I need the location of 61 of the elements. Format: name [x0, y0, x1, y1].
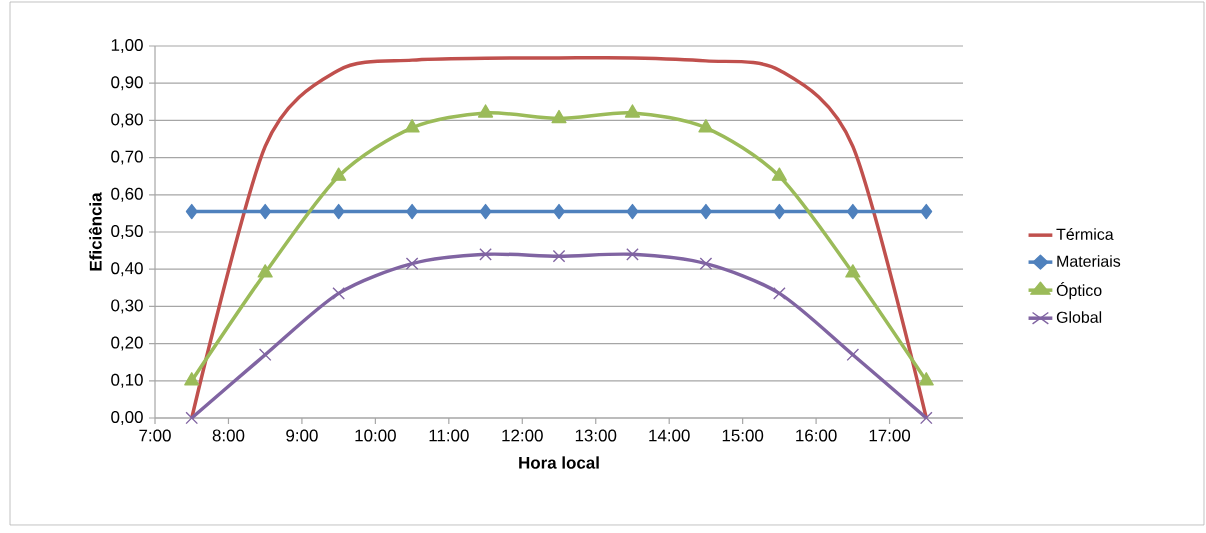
point: [332, 203, 345, 220]
point: [846, 203, 859, 220]
y-tick-label: 0,20: [111, 336, 143, 351]
point: [258, 348, 272, 362]
y-tick-label: 1,00: [111, 38, 143, 53]
point: [553, 203, 565, 220]
point: [918, 372, 934, 386]
point: [404, 119, 420, 133]
y-axis-title: Eficiência: [88, 192, 102, 271]
y-tick-label: 0,30: [111, 299, 143, 314]
point: [699, 203, 712, 220]
legend-label: Global: [1056, 311, 1102, 323]
legend-label: Térmica: [1056, 228, 1114, 240]
point: [551, 109, 567, 124]
x-tick-label: 13:00: [575, 429, 617, 442]
point: [405, 257, 419, 270]
point: [184, 372, 200, 386]
x-tick-label: 10:00: [355, 429, 396, 442]
x-axis-title: Hora local: [519, 456, 599, 469]
point: [332, 287, 345, 300]
x-tick-label: 9:00: [286, 429, 318, 442]
x-tick-label: 11:00: [429, 429, 469, 442]
point: [552, 249, 566, 263]
legend-label: Óptico: [1056, 282, 1102, 300]
y-tick-label: 0,40: [111, 262, 143, 277]
point: [331, 167, 347, 181]
point: [185, 203, 198, 220]
point: [257, 264, 273, 278]
point: [845, 264, 861, 278]
point: [773, 203, 786, 220]
x-tick-label: 17:00: [869, 429, 911, 442]
y-tick-label: 0,50: [111, 224, 143, 239]
point: [699, 257, 713, 270]
point: [773, 287, 786, 300]
point: [626, 247, 639, 261]
point: [624, 104, 641, 118]
x-tick-label: 14:00: [649, 429, 690, 442]
x-tick-label: 7:00: [139, 429, 171, 442]
y-tick-label: 0,60: [111, 187, 143, 202]
legend-label: Materiais: [1057, 255, 1121, 267]
point: [259, 203, 272, 220]
y-tick-label: 0,00: [111, 410, 143, 425]
point: [919, 411, 933, 425]
point: [698, 119, 714, 133]
point: [920, 203, 933, 220]
point: [626, 203, 639, 220]
point: [846, 348, 860, 362]
y-tick-label: 0,70: [111, 150, 143, 165]
y-tick-label: 0,80: [111, 113, 143, 128]
y-tick-label: 0,90: [111, 76, 143, 91]
point: [771, 167, 787, 181]
point: [479, 203, 492, 220]
y-tick-label: 0,10: [111, 373, 143, 388]
point: [479, 247, 492, 261]
x-tick-label: 8:00: [212, 429, 245, 442]
point: [406, 203, 419, 220]
point: [477, 104, 494, 118]
x-tick-label: 12:00: [502, 429, 543, 442]
point: [185, 411, 199, 425]
x-tick-label: 15:00: [722, 429, 764, 442]
x-tick-label: 16:00: [796, 429, 837, 442]
